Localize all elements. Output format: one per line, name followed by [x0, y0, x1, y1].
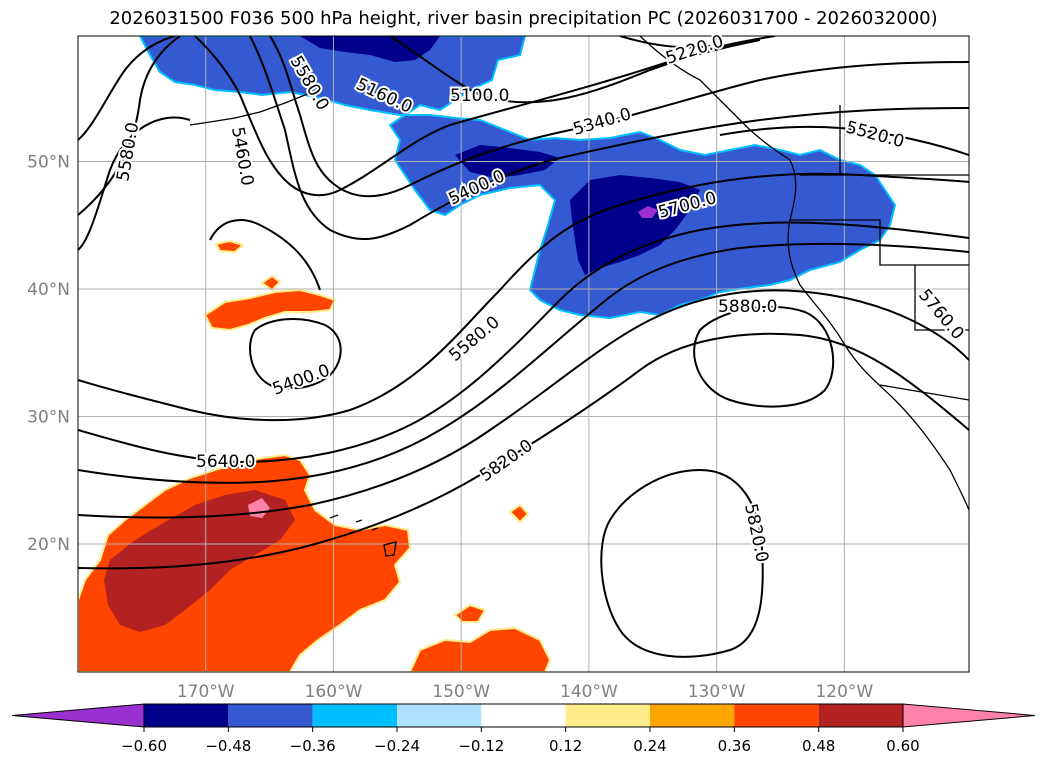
colorbar-tick-label: 0.12	[549, 737, 582, 755]
precip-positive-bottom	[408, 626, 552, 672]
colorbar-tick-label: 0.24	[633, 737, 666, 755]
contour-label: 5100.0	[450, 86, 509, 106]
contour-label: 5880.0	[718, 297, 777, 317]
map-frame	[77, 35, 970, 673]
colorbar-tick-label: −0.12	[458, 737, 504, 755]
contour-5760	[78, 289, 969, 519]
colorbar-segment	[565, 704, 650, 727]
colorbar-segment	[228, 704, 313, 727]
colorbar-segment	[312, 704, 397, 727]
colorbar-tick-label: −0.48	[205, 737, 251, 755]
colorbar-segment	[650, 704, 735, 727]
lon-label: 120°W	[815, 682, 873, 702]
longitude-labels: 170°W 160°W 150°W 140°W 130°W 120°W	[177, 682, 874, 702]
colorbar-segment	[818, 704, 903, 727]
lat-label: 50°N	[27, 153, 70, 173]
lon-label: 160°W	[305, 682, 363, 702]
lon-label: 130°W	[688, 682, 746, 702]
precip-positive-small	[214, 239, 246, 254]
contour-5580-west-low	[78, 36, 181, 216]
height-contours	[78, 36, 969, 658]
lat-label: 20°N	[27, 535, 70, 555]
hawaii-islands	[329, 514, 397, 557]
colorbar-tick-label: 0.60	[886, 737, 919, 755]
border-us-mexico	[879, 384, 969, 401]
contour-5700	[78, 242, 969, 484]
contour-5460	[194, 36, 776, 197]
latitude-labels: 50°N 40°N 30°N 20°N	[27, 153, 70, 556]
contour-label: 5640.0	[196, 452, 255, 472]
colorbar-segment	[481, 704, 566, 727]
precip-negative-region	[138, 36, 897, 320]
contour-5640	[78, 221, 969, 464]
contour-5820-closed	[600, 468, 764, 658]
contour-5880-closed	[693, 305, 835, 408]
colorbar-tick-label: −0.36	[290, 737, 336, 755]
contour-5820	[78, 332, 969, 570]
colorbar-tick-label: −0.24	[374, 737, 420, 755]
state-borders	[790, 105, 969, 331]
colorbar-segment	[144, 704, 229, 727]
coastlines	[189, 36, 969, 557]
colorbar-segment	[397, 704, 482, 727]
contour-outer-low	[78, 116, 191, 251]
contour-5340	[269, 36, 969, 198]
coastline-west-na	[639, 36, 969, 511]
precip-core-navy-north	[300, 36, 440, 62]
contour-5100	[389, 36, 761, 104]
lat-label: 30°N	[27, 408, 70, 428]
colorbar-extend-high	[902, 703, 1036, 728]
precip-core-purple	[638, 206, 658, 218]
contour-5460-low	[209, 219, 321, 291]
contour-5400-low	[249, 318, 342, 390]
colorbar-outline	[143, 703, 904, 728]
page-title: 2026031500 F036 500 hPa height, river ba…	[109, 8, 938, 29]
precip-positive-dot	[508, 503, 530, 524]
contour-5580-main	[78, 172, 969, 422]
colorbar-tick-label: −0.60	[121, 737, 167, 755]
lon-label: 140°W	[560, 682, 618, 702]
colorbar-extend-low	[11, 703, 145, 728]
contour-5400-north	[249, 36, 969, 241]
precip-positive-40n	[203, 288, 337, 332]
lon-label: 150°W	[432, 682, 490, 702]
precip-core-navy	[570, 175, 700, 275]
contour-5580-closed-west	[78, 36, 176, 141]
colorbar-segments	[11, 703, 1036, 728]
lat-label: 40°N	[27, 280, 70, 300]
precip-positive-small-2	[260, 274, 282, 292]
colorbar-segment	[734, 704, 819, 727]
colorbar-tick-label: 0.48	[802, 737, 835, 755]
lon-label: 170°W	[177, 682, 235, 702]
contour-5220	[619, 36, 711, 49]
precip-fill-layer	[78, 36, 897, 672]
precip-positive-core-red	[104, 490, 295, 632]
colorbar-ticks: −0.60 −0.48 −0.36 −0.24 −0.12 0.12 0.24 0.36 0.4…	[121, 727, 920, 755]
colorbar-tick-label: 0.36	[718, 737, 751, 755]
aleutian-chain	[189, 89, 321, 126]
